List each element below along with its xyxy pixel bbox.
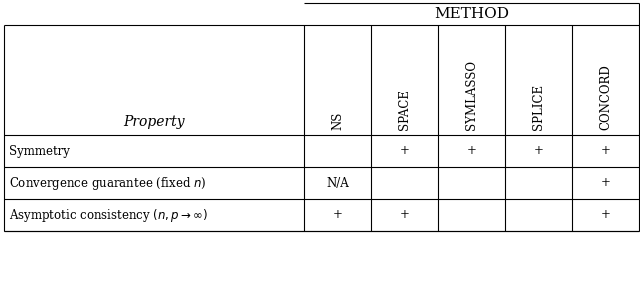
Text: Property: Property <box>123 115 185 129</box>
Text: NS: NS <box>331 112 344 130</box>
Text: SPLICE: SPLICE <box>532 84 545 130</box>
Text: Convergence guarantee (fixed $n$): Convergence guarantee (fixed $n$) <box>9 175 207 192</box>
Text: METHOD: METHOD <box>434 7 509 21</box>
Text: +: + <box>534 145 543 158</box>
Text: +: + <box>399 209 410 222</box>
Text: N/A: N/A <box>326 177 349 190</box>
Text: +: + <box>600 209 611 222</box>
Text: +: + <box>600 177 611 190</box>
Text: +: + <box>467 145 476 158</box>
Text: SPACE: SPACE <box>398 89 411 130</box>
Text: CONCORD: CONCORD <box>599 64 612 130</box>
Text: Symmetry: Symmetry <box>9 145 70 158</box>
Text: SYMLASSO: SYMLASSO <box>465 60 478 130</box>
Text: +: + <box>333 209 342 222</box>
Text: Asymptotic consistency $(n, p \rightarrow \infty)$: Asymptotic consistency $(n, p \rightarro… <box>9 207 208 224</box>
Text: +: + <box>600 145 611 158</box>
Text: +: + <box>399 145 410 158</box>
